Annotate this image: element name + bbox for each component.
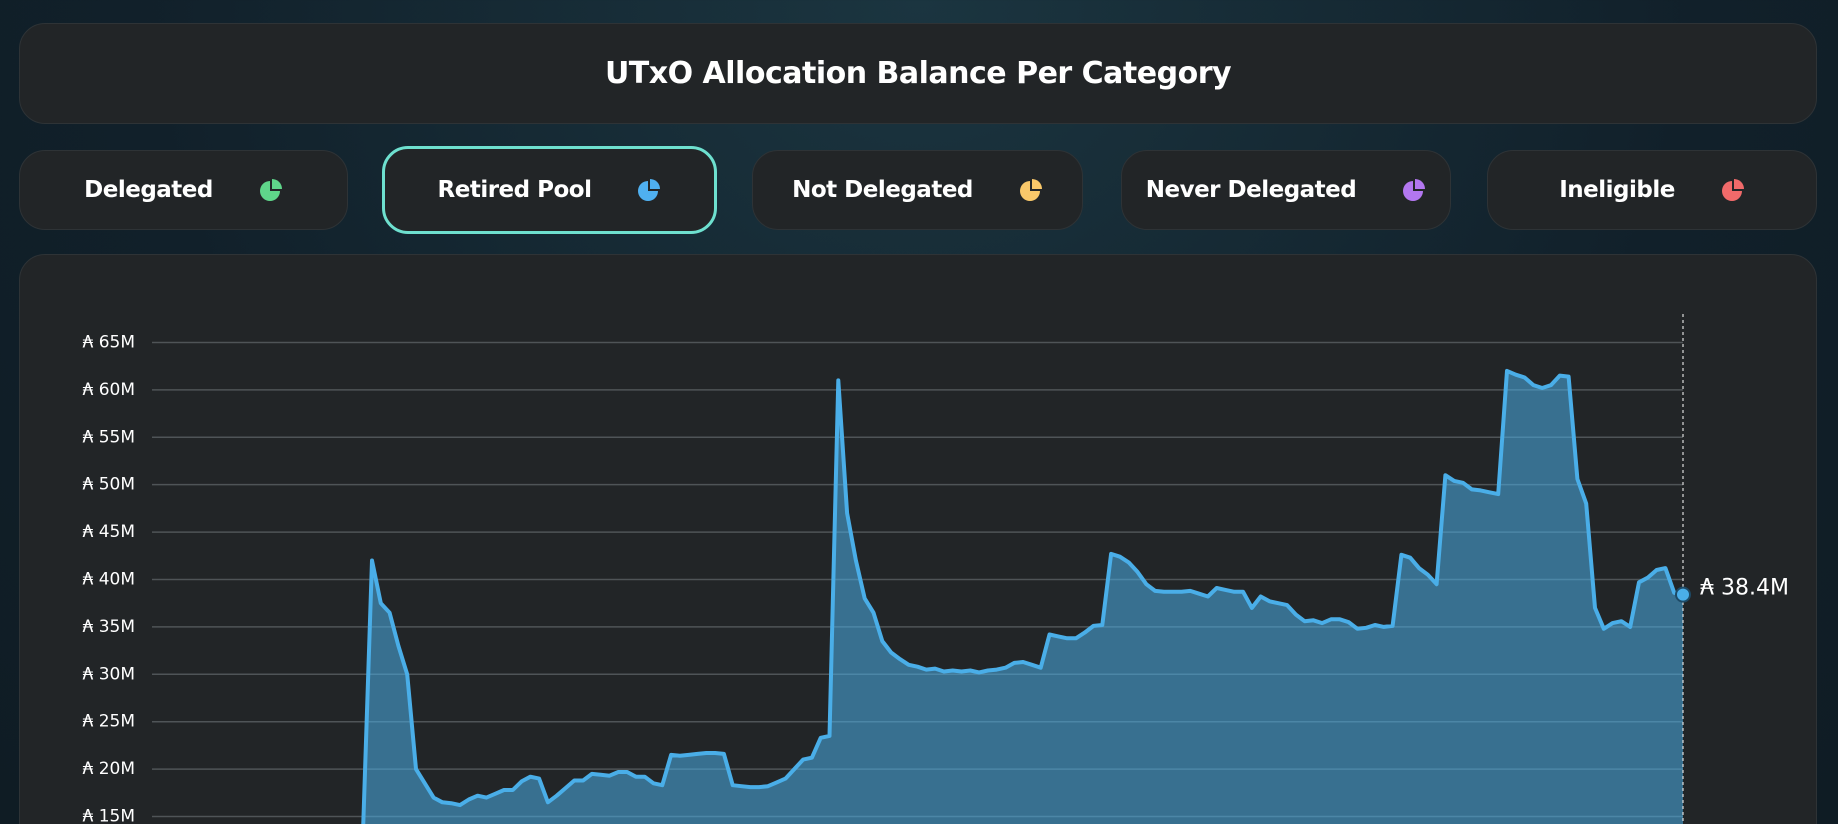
page-title: UTxO Allocation Balance Per Category (604, 56, 1232, 91)
y-tick-label: ₳ 20M (82, 759, 135, 779)
y-tick-label: ₳ 35M (82, 617, 135, 637)
tab-label: Never Delegated (1145, 177, 1357, 203)
pie-icon (1019, 179, 1042, 201)
tab-label: Delegated (84, 177, 213, 203)
title-card: UTxO Allocation Balance Per Category (19, 23, 1817, 124)
y-tick-label: ₳ 65M (82, 332, 135, 352)
pie-icon (1403, 179, 1426, 201)
category-tab[interactable]: Retired Pool (382, 146, 717, 234)
pie-icon (1721, 179, 1744, 201)
category-tab[interactable]: Ineligible (1487, 150, 1817, 230)
category-tab[interactable]: Delegated (19, 150, 348, 230)
tab-label: Not Delegated (792, 177, 973, 203)
area (363, 370, 1683, 824)
y-tick-label: ₳ 25M (82, 712, 135, 732)
y-tick-label: ₳ 40M (82, 569, 135, 589)
tab-label: Retired Pool (437, 177, 592, 203)
y-tick-label: ₳ 15M (82, 807, 135, 824)
line (361, 368, 1684, 824)
y-tick-label: ₳ 30M (82, 664, 135, 684)
y-tick-label: ₳ 50M (82, 475, 135, 495)
end-value-label: ₳ 38.4M (1700, 576, 1789, 601)
pie-icon (638, 179, 661, 201)
y-tick-label: ₳ 45M (82, 522, 135, 542)
y-tick-label: ₳ 55M (82, 427, 135, 447)
tab-label: Ineligible (1559, 177, 1675, 203)
y-tick-label: ₳ 60M (82, 380, 135, 400)
category-tab[interactable]: Not Delegated (752, 150, 1083, 230)
category-tab[interactable]: Never Delegated (1121, 150, 1451, 230)
pie-icon (259, 179, 282, 201)
end-point (1675, 586, 1691, 603)
